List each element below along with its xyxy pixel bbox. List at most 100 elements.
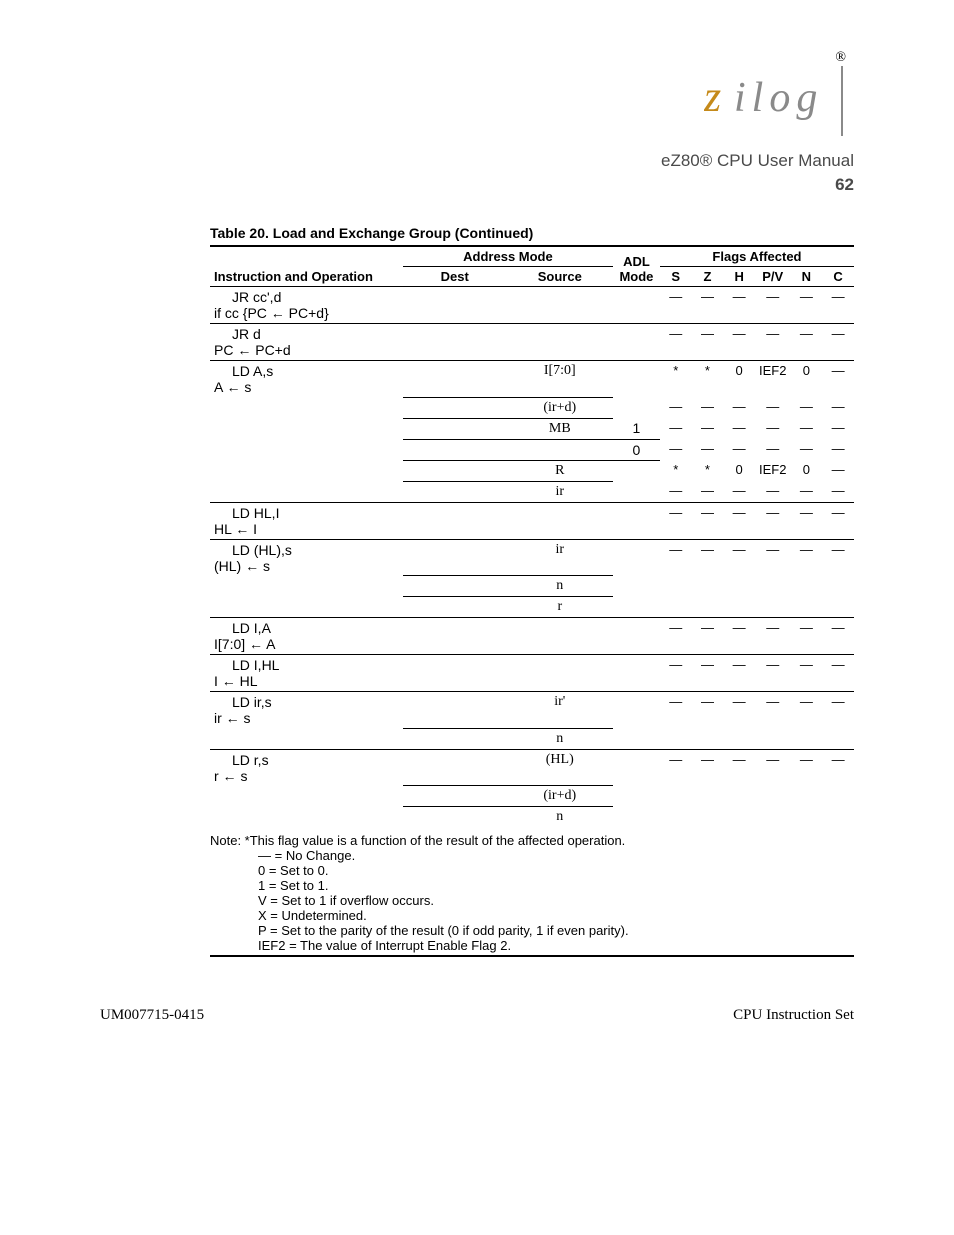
mnemonic-cell: LD A,sA ← s [210,361,403,398]
note-line: X = Undetermined. [210,908,854,923]
flag-cell-h: — [723,618,755,655]
flag-cell-s: — [660,618,692,655]
src-cell: (HL) [507,749,613,786]
flag-cell-p: IEF2 [755,361,790,398]
adl-cell [613,397,660,418]
flag-cell-z [692,807,724,828]
doc-title: eZ80® CPU User Manual [100,151,854,171]
flag-cell-c [822,597,854,618]
flag-cell-p: — [755,618,790,655]
mnemonic-cell: JR cc',dif cc {PC ← PC+d} [210,287,403,324]
adl-cell [613,361,660,398]
col-flags: Flags Affected [660,246,854,267]
dest-cell [403,692,507,729]
flag-cell-n: — [790,324,822,361]
svg-text:ilog: ilog [734,75,823,121]
flag-cell-s [660,807,692,828]
adl-cell [613,618,660,655]
flag-cell-z: — [692,749,724,786]
flag-cell-p [755,807,790,828]
src-cell [507,618,613,655]
flag-cell-s: — [660,692,692,729]
flag-cell-h: 0 [723,460,755,481]
flag-cell-c: — [822,287,854,324]
adl-cell [613,576,660,597]
dest-cell [403,502,507,539]
flag-cell-z [692,728,724,749]
src-cell [507,502,613,539]
flag-cell-n [790,597,822,618]
dest-cell [403,539,507,576]
flag-cell-n [790,807,822,828]
flag-cell-z [692,786,724,807]
flag-cell-s: — [660,287,692,324]
col-src: Source [507,267,613,287]
mnemonic-cell [210,576,403,597]
flag-cell-h: — [723,287,755,324]
flag-cell-s [660,597,692,618]
dest-cell [403,728,507,749]
src-cell: (ir+d) [507,786,613,807]
dest-cell [403,397,507,418]
flag-cell-p: — [755,502,790,539]
flag-cell-z: * [692,361,724,398]
flag-cell-s: — [660,481,692,502]
col-c: C [822,267,854,287]
flag-cell-h: — [723,418,755,439]
mnemonic-cell [210,397,403,418]
dest-cell [403,439,507,460]
mnemonic-cell: LD r,sr ← s [210,749,403,786]
flag-cell-p [755,728,790,749]
flag-cell-p: — [755,692,790,729]
src-cell: r [507,597,613,618]
adl-cell [613,807,660,828]
flag-cell-h [723,786,755,807]
svg-text:z: z [704,72,725,121]
mnemonic-cell: LD (HL),s(HL) ← s [210,539,403,576]
flag-cell-s: — [660,655,692,692]
zilog-logo: z ilog [100,66,854,141]
mnemonic-cell [210,807,403,828]
flag-cell-p: — [755,418,790,439]
mnemonic-cell: LD ir,sir ← s [210,692,403,729]
src-cell: n [507,728,613,749]
note-line: 1 = Set to 1. [210,878,854,893]
adl-cell [613,287,660,324]
flag-cell-c: — [822,397,854,418]
dest-cell [403,786,507,807]
src-cell [507,655,613,692]
flag-cell-c [822,807,854,828]
flag-cell-p: — [755,655,790,692]
adl-cell [613,786,660,807]
flag-cell-c [822,786,854,807]
adl-cell [613,324,660,361]
flag-cell-n: — [790,618,822,655]
flag-cell-n: — [790,749,822,786]
flag-cell-s: — [660,397,692,418]
flag-cell-c: — [822,439,854,460]
adl-cell [613,655,660,692]
flag-cell-c: — [822,361,854,398]
adl-cell [613,597,660,618]
mnemonic-cell [210,597,403,618]
flag-cell-s: * [660,460,692,481]
col-instr: Instruction and Operation [210,246,403,287]
flag-cell-n: — [790,481,822,502]
flag-cell-c: — [822,502,854,539]
dest-cell [403,460,507,481]
flag-cell-h [723,597,755,618]
flag-cell-n: — [790,655,822,692]
flag-cell-h: — [723,539,755,576]
flag-cell-s: — [660,502,692,539]
flag-cell-c: — [822,539,854,576]
src-cell: n [507,807,613,828]
flag-cell-s: * [660,361,692,398]
flag-cell-z: — [692,502,724,539]
adl-cell [613,692,660,729]
flag-cell-c: — [822,692,854,729]
col-p: P/V [755,267,790,287]
note-line: V = Set to 1 if overflow occurs. [210,893,854,908]
mnemonic-cell: LD HL,IHL ← I [210,502,403,539]
flag-cell-p: — [755,287,790,324]
flag-cell-z [692,597,724,618]
